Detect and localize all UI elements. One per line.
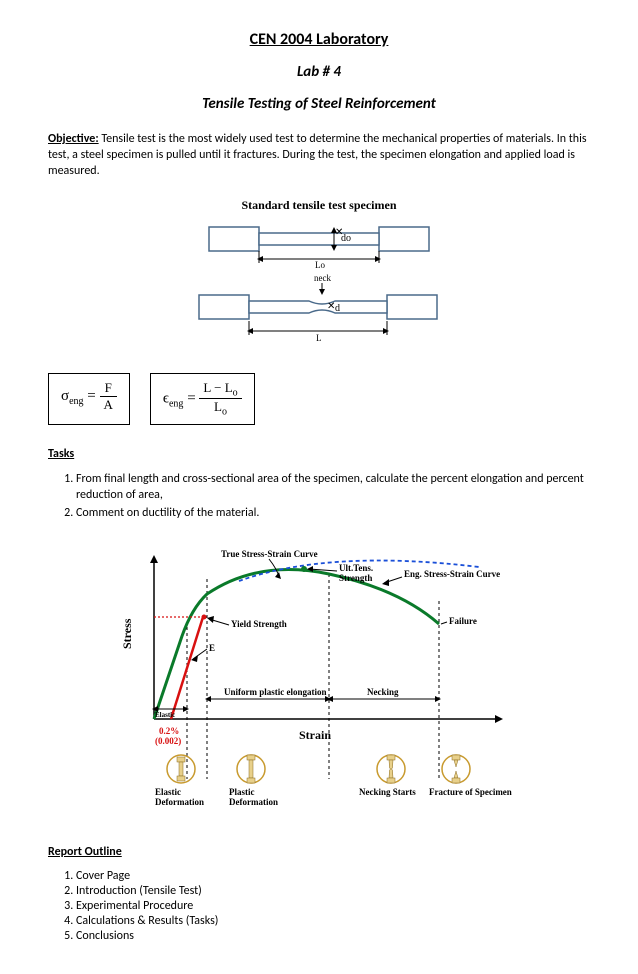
label-failure: Failure — [449, 616, 477, 626]
outline-item: Calculations & Results (Tasks) — [76, 914, 590, 928]
label-neck: neck — [314, 273, 331, 283]
task-item: From final length and cross-sectional ar… — [76, 471, 590, 503]
label-uniform: Uniform plastic elongation — [224, 687, 327, 697]
objective-label: Objective: — [48, 132, 99, 146]
lab-title: Tensile Testing of Steel Reinforcement — [48, 95, 590, 113]
label-eng-curve: Eng. Stress-Strain Curve — [404, 569, 500, 579]
label-yield: Yield Strength — [231, 619, 287, 629]
stage-label: Plastic — [229, 787, 255, 797]
formulas-row: σeng = FA ϵeng = L − Lo Lo — [48, 373, 590, 425]
sigma-eq: = — [87, 388, 95, 404]
outline-item: Conclusions — [76, 929, 590, 943]
label-Lo: Lo — [315, 260, 325, 270]
outline-item: Experimental Procedure — [76, 899, 590, 913]
tasks-heading: Tasks — [48, 447, 590, 461]
label-elastic-range: Elastic — [155, 711, 175, 719]
stage-label: Elastic — [155, 787, 181, 797]
eps-den: Lo — [199, 399, 241, 418]
label-true-curve: True Stress-Strain Curve — [221, 549, 318, 559]
stress-strain-chart: Stress Strain Uniform plastic elongation… — [48, 539, 590, 823]
label-ult: Ult.Tens. — [339, 563, 373, 573]
svg-text:✕: ✕ — [335, 225, 343, 238]
objective-text: Tensile test is the most widely used tes… — [48, 132, 587, 178]
sigma-num: F — [100, 380, 117, 397]
svg-text:Strength: Strength — [339, 573, 372, 583]
task-item: Comment on ductility of the material. — [76, 505, 590, 521]
formula-sigma: σeng = FA — [48, 373, 130, 425]
svg-text:Deformation: Deformation — [229, 797, 278, 807]
label-E: E — [209, 643, 215, 653]
label-d: d — [335, 303, 340, 314]
stage-label: Necking Starts — [359, 787, 416, 797]
outline-list: Cover Page Introduction (Tensile Test) E… — [76, 869, 590, 943]
eps-eq: = — [187, 390, 195, 406]
stage-label: Fracture of Specimen — [429, 787, 512, 797]
label-necking: Necking — [367, 687, 399, 697]
svg-text:Deformation: Deformation — [155, 797, 204, 807]
outline-item: Introduction (Tensile Test) — [76, 884, 590, 898]
formula-epsilon: ϵeng = L − Lo Lo — [150, 373, 255, 425]
eps-num: L − Lo — [199, 380, 241, 400]
stage-icons — [167, 755, 470, 783]
tasks-list: From final length and cross-sectional ar… — [76, 471, 590, 522]
specimen-title: Standard tensile test specimen — [48, 198, 590, 213]
outline-heading: Report Outline — [48, 845, 590, 859]
objective-paragraph: Objective: Tensile test is the most wide… — [48, 131, 590, 180]
ylabel: Stress — [120, 619, 134, 650]
label-offset1: 0.2% — [159, 726, 179, 736]
sigma-sub: eng — [69, 396, 83, 407]
specimen-diagram: do ✕ Lo neck ✕ d L — [48, 219, 590, 353]
sigma-symbol: σ — [61, 388, 69, 404]
xlabel: Strain — [299, 728, 331, 742]
lab-number: Lab # 4 — [48, 63, 590, 81]
label-L: L — [316, 333, 322, 343]
eps-sub: eng — [169, 398, 183, 409]
label-offset2: (0.002) — [155, 736, 181, 746]
course-title: CEN 2004 Laboratory — [48, 30, 590, 49]
sigma-den: A — [100, 397, 117, 413]
outline-item: Cover Page — [76, 869, 590, 883]
